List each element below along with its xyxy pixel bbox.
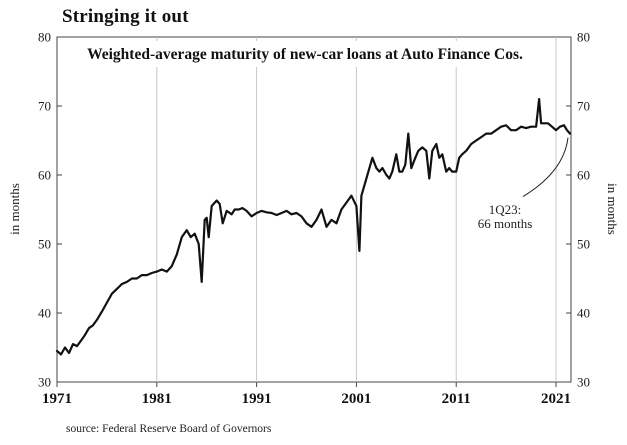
plot-title-backdrop — [62, 41, 548, 67]
annotation-leader-line — [522, 137, 569, 198]
x-tick-label-1991: 1991 — [242, 391, 272, 407]
source-note: source: Federal Reserve Board of Governo… — [66, 423, 272, 435]
x-tick-label-2021: 2021 — [541, 391, 571, 407]
y-tick-label-left-50: 50 — [38, 237, 51, 252]
y-tick-label-left-40: 40 — [38, 306, 51, 321]
x-tick-label-1981: 1981 — [142, 391, 172, 407]
y-tick-label-left-80: 80 — [38, 30, 51, 45]
annotation-label-value: 66 months — [478, 216, 533, 231]
y-tick-label-right-60: 60 — [577, 168, 590, 183]
y-tick-label-right-30: 30 — [577, 375, 590, 390]
plot-frame — [56, 36, 572, 383]
x-tick-label-2011: 2011 — [442, 391, 471, 407]
y-axis-title-right: in months — [605, 183, 620, 235]
axis-ticks: 1971 1981 1991 2001 2011 2021 30 30 40 40 50 50 60 60… — [38, 30, 590, 408]
x-tick-label-1971: 1971 — [42, 391, 72, 407]
y-tick-label-left-30: 30 — [38, 375, 51, 390]
y-tick-label-left-70: 70 — [38, 99, 51, 114]
y-tick-label-right-50: 50 — [577, 237, 590, 252]
y-axis-title-left: in months — [7, 183, 22, 235]
plot-title: Weighted-average maturity of new-car loa… — [87, 46, 523, 63]
y-tick-label-right-70: 70 — [577, 99, 590, 114]
y-tick-label-right-80: 80 — [577, 30, 590, 45]
annotation-label-quarter: 1Q23: — [489, 202, 522, 217]
headline: Stringing it out — [62, 6, 189, 27]
x-tick-label-2001: 2001 — [341, 391, 371, 407]
y-tick-label-left-60: 60 — [38, 168, 51, 183]
y-tick-label-right-40: 40 — [577, 306, 590, 321]
series-line-maturity — [55, 98, 572, 356]
